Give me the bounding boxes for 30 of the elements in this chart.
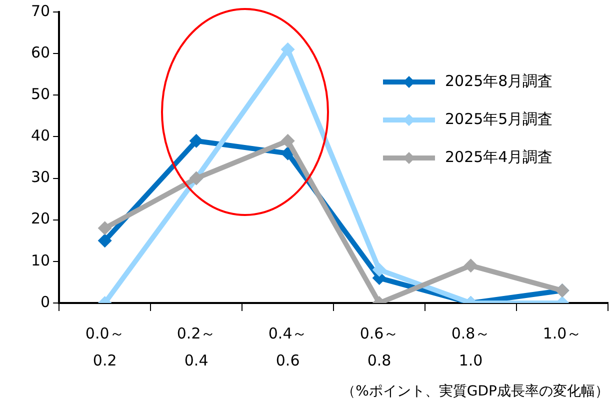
y-tick-label: 50: [30, 85, 50, 104]
point: [98, 221, 112, 236]
category-label: 0.4: [184, 351, 208, 370]
legend-label: 2025年8月調査: [445, 72, 553, 90]
point: [372, 262, 386, 277]
legend-label: 2025年4月調査: [445, 148, 553, 166]
point: [280, 134, 295, 148]
point: [98, 234, 112, 248]
category-label: 0.6: [276, 351, 300, 370]
y-tick-label: 40: [30, 126, 50, 145]
point: [464, 258, 478, 273]
y-tick-label: 30: [30, 168, 50, 186]
text: （%ポイント、実質GDP成長率の変化幅）: [342, 384, 609, 400]
category-label: 0.8～: [451, 324, 490, 342]
category-label: 0.8: [367, 351, 392, 370]
category-label: 0.2: [92, 351, 117, 370]
y-tick-label: 10: [30, 251, 50, 270]
y-tick-label: 0: [40, 292, 50, 311]
category-label: 0.4～: [268, 324, 308, 342]
point: [189, 134, 204, 148]
point: [280, 42, 295, 56]
category-label: 0.6～: [360, 324, 399, 342]
y-tick-label: 60: [30, 43, 50, 62]
y-tick-label: 20: [30, 210, 50, 228]
category-label: 1.0: [458, 351, 483, 370]
y-tick-label: 70: [30, 2, 50, 20]
category-label: 0.0～: [85, 324, 124, 342]
legend-label: 2025年5月調査: [445, 110, 553, 128]
category-label: 0.2～: [176, 324, 216, 342]
category-label: 1.0～: [542, 324, 582, 342]
